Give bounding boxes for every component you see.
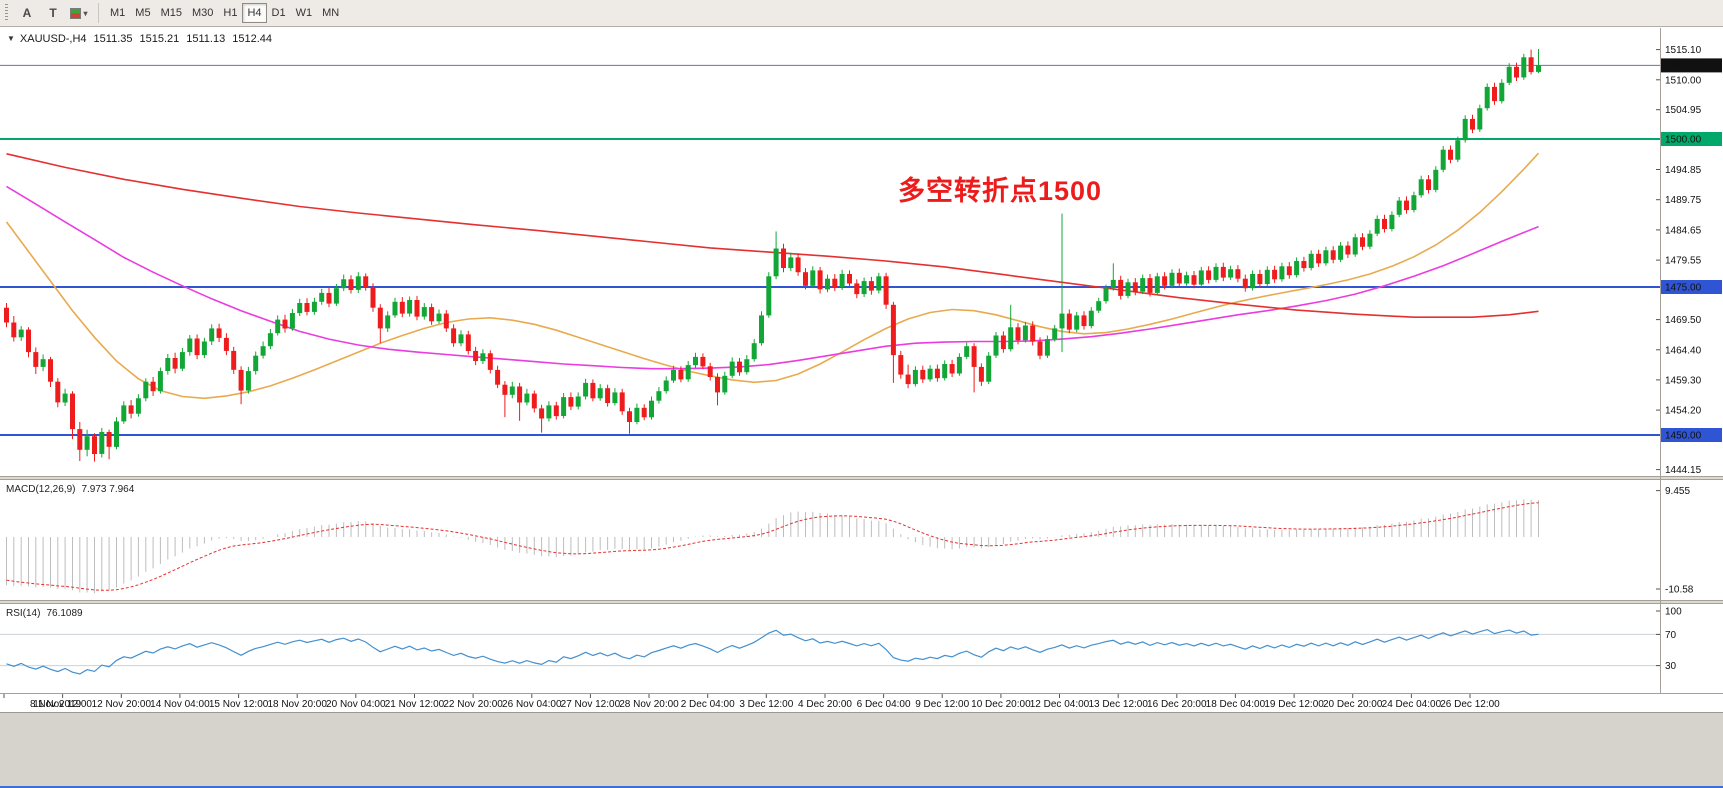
rsi-line: [6, 628, 1539, 675]
macd-name: MACD(12,26,9): [6, 484, 76, 495]
macd-values: 7.973 7.964: [81, 484, 135, 495]
time-axis-label: 24 Dec 04:00: [1382, 699, 1442, 710]
time-axis-label: 18 Nov 20:00: [267, 699, 327, 710]
macd-signal-line: [6, 502, 1539, 591]
timeframe-button-h4[interactable]: H4: [242, 3, 267, 23]
price-axis-label: 1464.40: [1665, 345, 1702, 356]
time-axis-label: 21 Nov 12:00: [385, 699, 445, 710]
rsi-value: 76.1089: [46, 608, 83, 619]
timeframe-button-m5[interactable]: M5: [130, 3, 155, 23]
timeframe-group: M1 M5 M15 M30 H1 H4 D1 W1 MN: [105, 3, 344, 23]
time-axis-label: 6 Dec 04:00: [857, 699, 911, 710]
chart-text-annotation: 多空转折点1500: [898, 176, 1103, 206]
price-badge-text: 1475.00: [1665, 283, 1702, 294]
price-axis-label: 1504.95: [1665, 105, 1702, 116]
candles-layer[interactable]: [4, 49, 1541, 462]
time-axis-label: 2 Dec 04:00: [681, 699, 735, 710]
objects-dropdown-button[interactable]: ▾: [67, 3, 91, 23]
rsi-panel[interactable]: 100 70 30: [0, 607, 1682, 675]
price-axis-label: 1515.10: [1665, 45, 1702, 56]
time-axis-label: 14 Nov 04:00: [150, 699, 210, 710]
time-axis-label: 16 Dec 20:00: [1147, 699, 1207, 710]
ohlc-open: 1511.35: [93, 33, 133, 45]
time-axis-label: 28 Nov 20:00: [619, 699, 679, 710]
timeframe-button-mn[interactable]: MN: [317, 3, 344, 23]
ohlc-low: 1511.13: [186, 33, 226, 45]
time-axis-label: 26 Dec 12:00: [1440, 699, 1500, 710]
time-axis-label: 12 Dec 04:00: [1030, 699, 1090, 710]
price-badge: [1661, 58, 1722, 73]
time-axis-label: 26 Nov 04:00: [502, 699, 562, 710]
rsi-scale-label: 100: [1665, 607, 1682, 618]
rsi-scale-label: 30: [1665, 661, 1677, 672]
time-axis-label: 27 Nov 12:00: [561, 699, 621, 710]
chart-canvas[interactable]: 1515.10 1510.00 1504.95 1494.85 1489.75 1484.…: [0, 28, 1723, 712]
timeframe-button-m30[interactable]: M30: [187, 3, 218, 23]
price-axis-label: 1469.50: [1665, 315, 1702, 326]
ohlc-high: 1515.21: [139, 33, 180, 45]
timeframe-button-m15[interactable]: M15: [156, 3, 187, 23]
price-axis-label: 1459.30: [1665, 375, 1702, 386]
price-badge-text: 1512.44: [1665, 61, 1702, 72]
chevron-down-icon: ▾: [83, 8, 88, 18]
price-badge-text: 1500.00: [1665, 135, 1702, 146]
price-badge: [1661, 132, 1722, 146]
taskbar-edge: [0, 786, 1723, 788]
time-axis-label: 19 Dec 12:00: [1264, 699, 1324, 710]
price-badge: [1661, 428, 1722, 442]
price-axis-label: 1484.65: [1665, 225, 1702, 236]
time-axis-label: 20 Dec 20:00: [1323, 699, 1383, 710]
ma-mid-magenta: [6, 185, 1539, 370]
timeframe-button-m1[interactable]: M1: [105, 3, 130, 23]
time-axis-label: 11 Nov 12:00: [33, 699, 92, 710]
price-axis-label: 1494.85: [1665, 165, 1702, 176]
ohlc-close: 1512.44: [232, 33, 272, 45]
toolbar-drag-handle[interactable]: [5, 4, 8, 22]
annotation-tool-button[interactable]: A: [15, 3, 39, 23]
price-axis-label: 1444.15: [1665, 465, 1702, 476]
time-axis-label: 20 Nov 04:00: [326, 699, 386, 710]
objects-icon: [70, 7, 82, 19]
price-badge: [1661, 280, 1722, 294]
symbol-timeframe-label: XAUUSD-,H4: [19, 33, 87, 45]
ma-fast-orange: [5, 152, 1540, 400]
price-axis[interactable]: 1515.10 1510.00 1504.95 1494.85 1489.75 1484.…: [1656, 45, 1722, 476]
chart-header: ▼ XAUUSD-,H4 1511.35 1515.21 1511.13 1512.44: [7, 33, 272, 45]
time-axis-label: 9 Dec 12:00: [915, 699, 969, 710]
toolbar: A T ▾ M1 M5 M15 M30 H1 H4 D1 W1 MN: [0, 0, 1723, 27]
toolbar-separator: [98, 3, 99, 23]
time-axis-label: 8 Nov 2019: [30, 699, 82, 710]
rsi-scale-label: 70: [1665, 630, 1677, 641]
time-axis-label: 10 Dec 20:00: [971, 699, 1031, 710]
macd-panel[interactable]: 9.455 -10.58: [6, 486, 1694, 596]
price-badge-text: 1450.00: [1665, 431, 1702, 442]
price-axis-label: 1479.55: [1665, 256, 1702, 267]
timeframe-button-h1[interactable]: H1: [218, 3, 242, 23]
time-axis-label: 15 Nov 12:00: [209, 699, 269, 710]
time-axis-label: 4 Dec 20:00: [798, 699, 852, 710]
price-axis-label: 1454.20: [1665, 406, 1702, 417]
time-axis-label: 12 Nov 20:00: [92, 699, 152, 710]
status-area: [0, 712, 1723, 788]
time-axis-label: 18 Dec 04:00: [1206, 699, 1266, 710]
time-axis-label: 13 Dec 12:00: [1088, 699, 1148, 710]
macd-scale-label: -10.58: [1665, 585, 1694, 596]
timeframe-button-d1[interactable]: D1: [267, 3, 291, 23]
rsi-name: RSI(14): [6, 608, 41, 619]
time-axis-label: 22 Nov 20:00: [443, 699, 503, 710]
time-axis-label: 3 Dec 12:00: [739, 699, 793, 710]
timeframe-button-w1[interactable]: W1: [291, 3, 318, 23]
macd-scale-label: 9.455: [1665, 486, 1690, 497]
rsi-indicator-label: RSI(14) 76.1089: [6, 608, 83, 619]
text-tool-button[interactable]: T: [41, 3, 65, 23]
chart-context-arrow-icon: ▼: [7, 34, 15, 43]
chart-window[interactable]: 1515.10 1510.00 1504.95 1494.85 1489.75 1484.…: [0, 28, 1723, 712]
price-axis-label: 1510.00: [1665, 75, 1702, 86]
macd-indicator-label: MACD(12,26,9) 7.973 7.964: [6, 484, 134, 495]
price-axis-label: 1489.75: [1665, 195, 1702, 206]
